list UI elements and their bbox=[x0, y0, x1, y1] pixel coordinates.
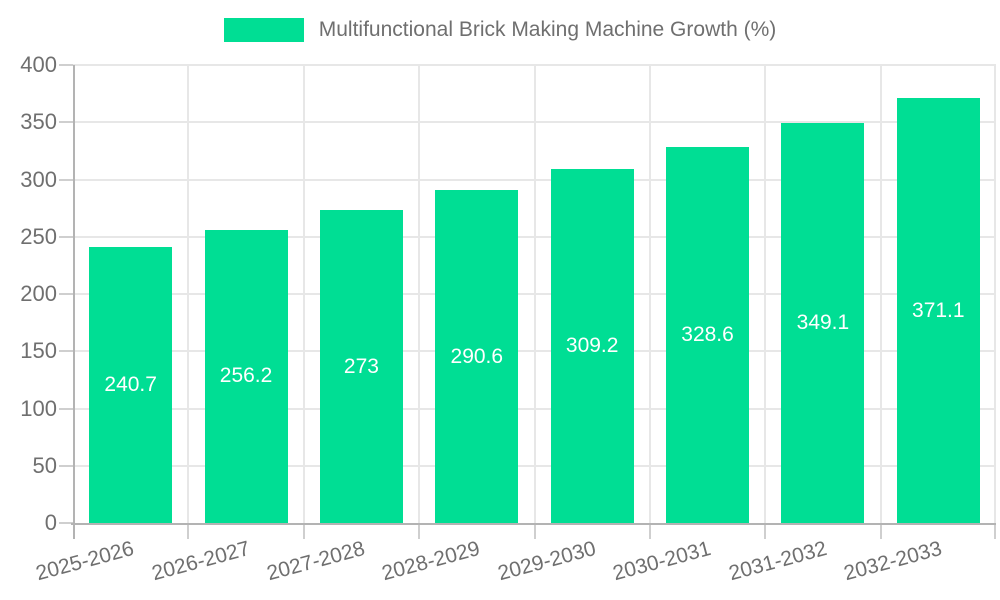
y-axis-tick bbox=[59, 235, 73, 238]
bar[interactable]: 309.2 bbox=[550, 168, 634, 523]
x-axis-tick bbox=[880, 525, 882, 539]
y-axis-tick-label: 250 bbox=[20, 223, 57, 249]
chart-legend: Multifunctional Brick Making Machine Gro… bbox=[0, 18, 1000, 42]
x-gridline bbox=[187, 65, 189, 523]
y-axis-tick-label: 50 bbox=[32, 452, 57, 478]
bar[interactable]: 328.6 bbox=[666, 146, 750, 523]
x-axis-tick bbox=[649, 525, 651, 539]
x-axis-tick-label: 2028-2029 bbox=[379, 537, 483, 586]
x-gridline bbox=[418, 65, 420, 523]
bar-value-label: 371.1 bbox=[912, 298, 965, 322]
y-axis-tick bbox=[59, 407, 73, 410]
bar[interactable]: 240.7 bbox=[89, 247, 173, 523]
bar-value-label: 349.1 bbox=[796, 311, 850, 335]
y-axis-tick bbox=[59, 293, 73, 295]
bar[interactable]: 371.1 bbox=[896, 98, 980, 523]
legend-item[interactable]: Multifunctional Brick Making Machine Gro… bbox=[223, 18, 777, 42]
x-axis-tick-label: 2032-2033 bbox=[841, 537, 945, 586]
x-axis-tick-label: 2030-2031 bbox=[610, 537, 714, 586]
x-axis-tick-label: 2026-2027 bbox=[149, 537, 253, 586]
x-gridline bbox=[994, 65, 996, 523]
bar[interactable]: 256.2 bbox=[204, 229, 288, 523]
y-axis-tick-label: 0 bbox=[44, 510, 57, 535]
plot-area: 0 50 100 150 200 250 300 350 400 240.7 256.2 273 290… bbox=[20, 54, 996, 585]
x-axis-tick bbox=[187, 525, 189, 539]
legend-label: Multifunctional Brick Making Machine Gro… bbox=[318, 18, 777, 41]
bar-value-label: 309.2 bbox=[565, 333, 619, 357]
bar-value-label: 273 bbox=[343, 354, 379, 378]
x-axis-line bbox=[71, 523, 996, 525]
x-axis-tick-label: 2031-2032 bbox=[725, 537, 829, 586]
y-axis-tick bbox=[59, 178, 73, 181]
y-axis-tick-label: 350 bbox=[20, 109, 57, 135]
x-gridline bbox=[534, 65, 536, 523]
x-gridline bbox=[764, 65, 766, 523]
x-axis-tick bbox=[994, 525, 996, 539]
legend-swatch bbox=[223, 18, 304, 42]
y-axis-tick bbox=[59, 121, 73, 124]
x-axis-tick-label: 2025-2026 bbox=[33, 537, 137, 586]
y-axis-line bbox=[73, 65, 75, 539]
y-axis-tick bbox=[59, 464, 73, 467]
y-axis-tick-label: 300 bbox=[20, 166, 57, 192]
y-axis-tick bbox=[59, 350, 73, 353]
x-gridline bbox=[880, 65, 882, 523]
x-axis-tick bbox=[764, 525, 766, 539]
bar[interactable]: 273 bbox=[319, 210, 403, 523]
x-axis-tick bbox=[534, 525, 536, 539]
x-gridline bbox=[649, 65, 651, 523]
x-axis-tick bbox=[418, 525, 420, 539]
y-axis-tick-label: 400 bbox=[20, 52, 57, 77]
x-axis-tick-label: 2029-2030 bbox=[495, 537, 599, 586]
x-axis-tick-label: 2027-2028 bbox=[264, 537, 368, 586]
bar-value-label: 240.7 bbox=[104, 373, 157, 397]
bar[interactable]: 349.1 bbox=[781, 123, 865, 523]
bar-value-label: 256.2 bbox=[219, 364, 273, 388]
y-axis-tick bbox=[59, 522, 73, 524]
y-axis-tick-label: 150 bbox=[20, 338, 57, 364]
x-axis-tick bbox=[303, 525, 305, 539]
bar-value-label: 328.6 bbox=[681, 322, 734, 346]
x-gridline bbox=[303, 65, 305, 523]
y-axis-tick bbox=[59, 64, 73, 66]
bar[interactable]: 290.6 bbox=[435, 190, 519, 523]
bar-value-label: 290.6 bbox=[450, 344, 504, 368]
y-axis-tick-label: 100 bbox=[20, 395, 57, 421]
y-axis-tick-label: 200 bbox=[20, 281, 57, 306]
